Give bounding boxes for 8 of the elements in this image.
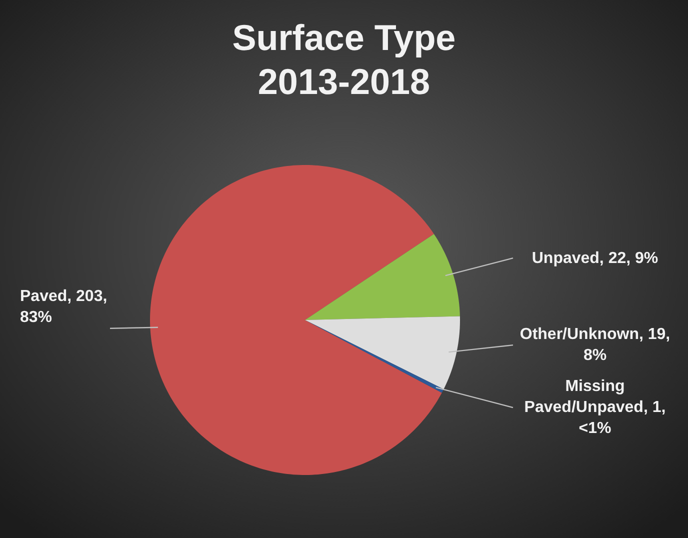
pie-slice	[150, 165, 442, 475]
chart-title: Surface Type 2013-2018	[232, 17, 456, 102]
slice-label: Missing Paved/Unpaved, 1, <1%	[523, 377, 667, 440]
pie-slice	[305, 234, 460, 320]
slice-label: Other/Unknown, 19, 8%	[518, 325, 672, 366]
slice-label: Unpaved, 22, 9%	[530, 248, 660, 269]
pie-slice	[305, 316, 460, 390]
slice-label: Paved, 203, 83%	[20, 287, 108, 328]
